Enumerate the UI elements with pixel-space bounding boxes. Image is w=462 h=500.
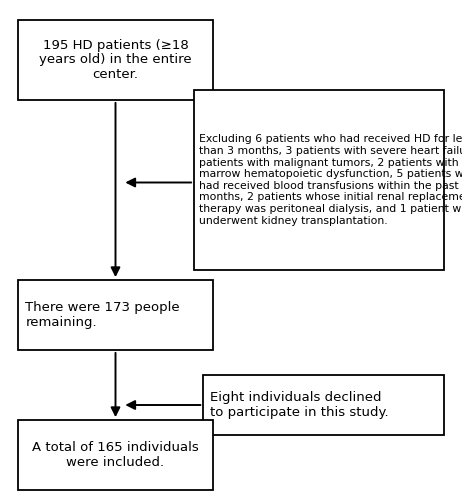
Text: A total of 165 individuals
were included.: A total of 165 individuals were included… bbox=[32, 441, 199, 469]
Text: Eight individuals declined
to participate in this study.: Eight individuals declined to participat… bbox=[210, 391, 389, 419]
FancyBboxPatch shape bbox=[18, 20, 213, 100]
Text: There were 173 people
remaining.: There were 173 people remaining. bbox=[25, 301, 180, 329]
FancyBboxPatch shape bbox=[18, 280, 213, 350]
FancyBboxPatch shape bbox=[18, 420, 213, 490]
FancyBboxPatch shape bbox=[194, 90, 444, 270]
Text: 195 HD patients (≥18
years old) in the entire
center.: 195 HD patients (≥18 years old) in the e… bbox=[39, 38, 192, 82]
FancyBboxPatch shape bbox=[203, 375, 444, 435]
Text: Excluding 6 patients who had received HD for less
than 3 months, 3 patients with: Excluding 6 patients who had received HD… bbox=[199, 134, 462, 226]
